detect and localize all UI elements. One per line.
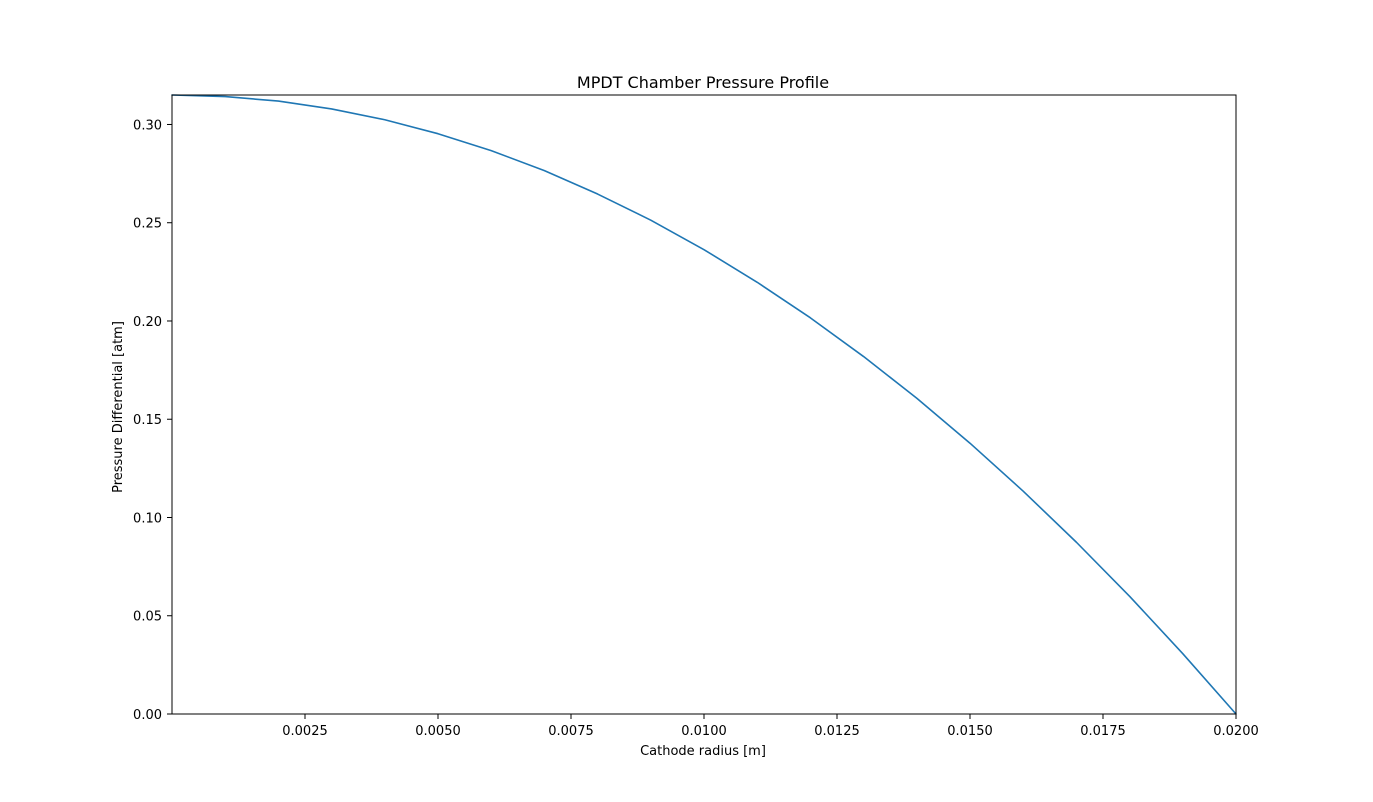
x-axis-label: Cathode radius [m]	[640, 744, 766, 759]
y-tick-label: 0.25	[133, 217, 162, 232]
x-tick-label: 0.0075	[548, 724, 594, 739]
x-tick-label: 0.0025	[282, 724, 328, 739]
x-tick-label: 0.0100	[681, 724, 727, 739]
x-tick-label: 0.0050	[415, 724, 461, 739]
x-axis: 0.0025 0.0050 0.0075 0.0100 0.0125 0.0150 0.01…	[282, 714, 1259, 739]
x-tick-label: 0.0200	[1213, 724, 1259, 739]
y-tick-label: 0.20	[133, 315, 162, 330]
y-axis-label: Pressure Differential [atm]	[111, 321, 126, 493]
y-tick-label: 0.00	[133, 708, 162, 723]
x-tick-label: 0.0175	[1080, 724, 1126, 739]
y-tick-label: 0.30	[133, 118, 162, 133]
y-tick-label: 0.10	[133, 511, 162, 526]
y-tick-label: 0.05	[133, 610, 162, 625]
y-tick-label: 0.15	[133, 413, 162, 428]
series-line-pressure	[171, 94, 1237, 715]
x-tick-label: 0.0125	[814, 724, 860, 739]
x-tick-label: 0.0150	[947, 724, 993, 739]
chart-title: MPDT Chamber Pressure Profile	[577, 73, 829, 92]
y-axis: 0.00 0.05 0.10 0.15 0.20 0.25 0.30	[133, 118, 172, 723]
